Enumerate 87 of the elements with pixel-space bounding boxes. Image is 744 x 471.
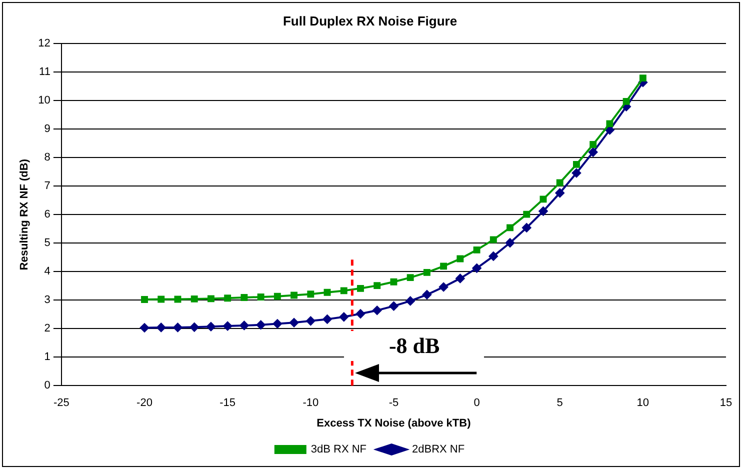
point (472, 264, 482, 273)
point (190, 322, 199, 332)
x-tick-label: 15 (720, 397, 732, 410)
chart-title: Full Duplex RX Noise Figure (282, 13, 458, 28)
point (257, 293, 264, 300)
point (156, 322, 166, 332)
point (272, 319, 282, 328)
point (240, 320, 249, 330)
y-tick-label: 3 (44, 294, 50, 306)
point (173, 322, 182, 332)
point (540, 196, 547, 203)
point (639, 74, 646, 82)
x-tick-label: -5 (388, 397, 399, 410)
point (506, 224, 514, 232)
point (206, 322, 216, 332)
point (473, 246, 480, 254)
point (622, 98, 630, 105)
point (422, 290, 432, 300)
point (140, 323, 150, 332)
point (590, 141, 597, 148)
point (290, 292, 298, 299)
point (357, 284, 364, 292)
point (356, 309, 365, 318)
point (423, 268, 430, 276)
point (339, 312, 348, 322)
point (506, 238, 515, 248)
x-tick-label: 10 (636, 397, 650, 410)
legend-label: 3dB RX NF (310, 444, 367, 456)
point (490, 236, 497, 244)
y-tick-label: 2 (44, 322, 50, 335)
y-tick-label: 1 (44, 351, 50, 364)
point (223, 322, 232, 331)
point (406, 274, 414, 282)
point (174, 296, 182, 303)
point (290, 318, 299, 328)
x-tick-label: -15 (220, 397, 236, 410)
point (573, 160, 580, 168)
point (606, 120, 614, 128)
point (556, 179, 564, 186)
point (240, 294, 248, 302)
y-tick-label: 9 (44, 123, 50, 136)
point (390, 278, 398, 286)
point (406, 296, 415, 306)
x-axis-title: Excess TX Noise (above kTB) (316, 417, 472, 430)
point (374, 282, 381, 290)
point (522, 223, 532, 232)
x-tick-label: -25 (53, 397, 70, 410)
y-tick-label: 12 (38, 38, 50, 50)
y-tick-label: 5 (44, 237, 50, 250)
x-tick-label: 5 (556, 397, 563, 410)
x-tick-label: -10 (302, 397, 319, 410)
point (306, 316, 316, 326)
y-tick-label: 10 (38, 94, 50, 107)
point (389, 302, 398, 311)
point (488, 252, 498, 261)
point (224, 294, 232, 302)
legend-label: 2dBRX NF (412, 444, 465, 456)
y-tick-label: 7 (44, 180, 50, 192)
y-axis-title: Resulting RX NF (dB) (18, 158, 31, 270)
point (324, 288, 331, 296)
annotation: -8 dB (388, 333, 440, 360)
point (322, 314, 332, 324)
point (538, 206, 548, 216)
point (440, 262, 448, 270)
x-tick-label: 0 (474, 397, 480, 410)
y-tick-label: 6 (44, 208, 50, 221)
point (158, 296, 165, 303)
point (372, 306, 382, 315)
point (141, 296, 148, 304)
y-tick-label: 11 (39, 66, 50, 78)
point (274, 292, 281, 300)
point (307, 290, 314, 298)
y-tick-label: 4 (44, 266, 50, 278)
point (256, 320, 266, 330)
point (456, 255, 464, 262)
point (439, 282, 448, 292)
point (555, 188, 564, 198)
y-tick-label: 8 (44, 152, 50, 164)
point (456, 274, 465, 283)
point (190, 295, 198, 302)
x-tick-label: -20 (136, 397, 152, 410)
point (572, 168, 581, 178)
y-tick-label: 0 (44, 380, 50, 392)
point (588, 148, 598, 157)
point (523, 210, 530, 218)
point (340, 287, 348, 294)
point (207, 295, 214, 302)
